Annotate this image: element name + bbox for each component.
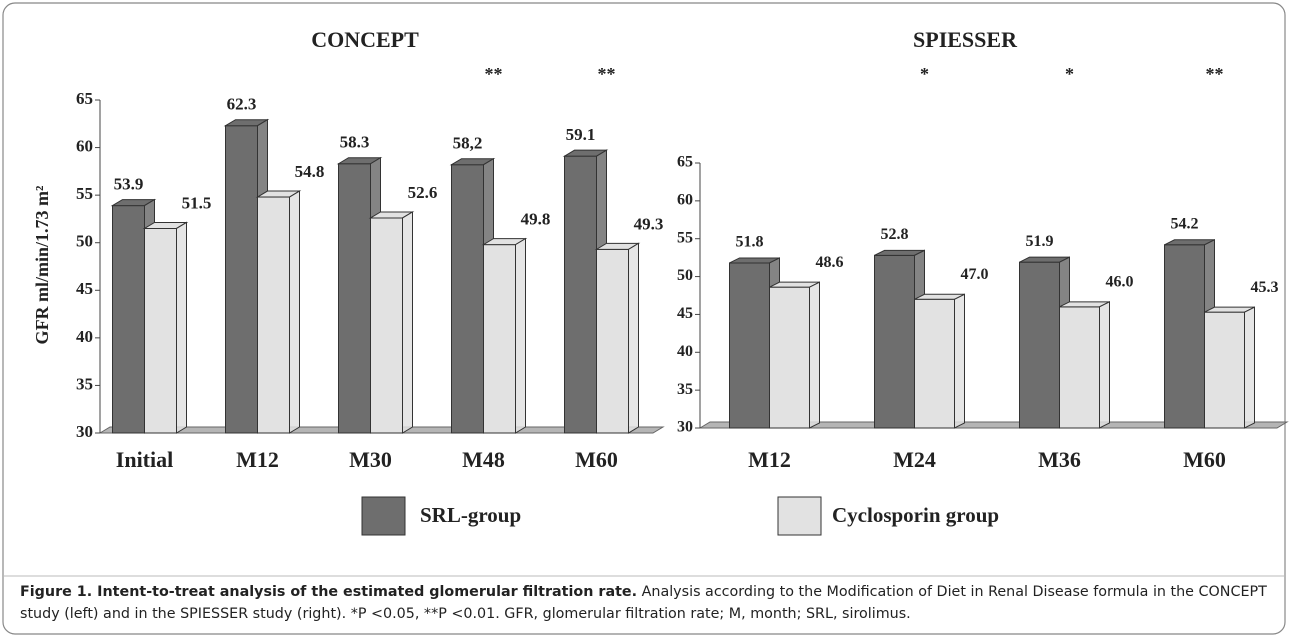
caption-title: Figure 1. Intent-to-treat analysis of th…: [20, 584, 638, 600]
legend-swatch: [361, 496, 406, 536]
value-label: 47.0: [961, 266, 989, 283]
value-label: 48.6: [816, 254, 844, 271]
legend-swatch: [777, 496, 822, 536]
chart-title: SPIESSER: [913, 27, 1018, 52]
y-tick-label: 30: [677, 419, 693, 436]
y-axis-label: GFR ml/min/1.73 m²: [32, 186, 52, 345]
significance: **: [1206, 64, 1224, 84]
bar: [769, 286, 810, 429]
bar: [914, 298, 955, 429]
legend-label: Cyclosporin group: [832, 503, 999, 527]
bar: [564, 155, 597, 434]
legend-label: SRL-group: [420, 503, 521, 527]
y-tick-label: 55: [76, 184, 93, 203]
bar: [874, 254, 915, 429]
bar-side: [176, 221, 187, 434]
x-tick-label: M12: [236, 447, 279, 472]
y-tick-label: 65: [76, 89, 93, 108]
bar: [338, 163, 371, 434]
value-label: 53.9: [114, 175, 144, 194]
y-tick-label: 35: [677, 381, 693, 398]
value-label: 52.6: [408, 183, 438, 202]
y-tick-label: 60: [677, 192, 693, 209]
x-tick-label: M36: [1038, 447, 1081, 472]
value-label: 51.5: [182, 193, 212, 212]
value-label: 58,2: [453, 134, 483, 153]
y-tick-label: 45: [76, 279, 93, 298]
bar: [370, 217, 403, 434]
bar: [144, 227, 177, 434]
bar-side: [1244, 306, 1255, 429]
y-tick-label: 65: [677, 154, 693, 171]
caption-text: Analysis according to the Modification o…: [20, 584, 1267, 622]
y-tick-label: 30: [76, 422, 93, 441]
value-label: 51.9: [1026, 233, 1054, 250]
value-label: 59.1: [566, 125, 596, 144]
bar-side: [289, 190, 300, 434]
x-tick-label: M60: [575, 447, 618, 472]
bar-side: [402, 211, 413, 434]
bar: [729, 262, 770, 429]
bar-side: [1099, 301, 1110, 429]
value-label: 58.3: [340, 133, 370, 152]
bar-side: [809, 281, 820, 429]
bar: [596, 248, 629, 434]
x-tick-label: Initial: [116, 447, 173, 472]
bar: [1019, 261, 1060, 429]
x-tick-label: M12: [748, 447, 791, 472]
significance: **: [598, 64, 616, 84]
y-tick-label: 40: [677, 343, 693, 360]
x-tick-label: M60: [1183, 447, 1226, 472]
y-tick-label: 40: [76, 327, 93, 346]
bar: [483, 244, 516, 434]
y-tick-label: 60: [76, 136, 93, 155]
y-tick-label: 35: [76, 374, 93, 393]
value-label: 54.8: [295, 162, 325, 181]
y-tick-label: 55: [677, 229, 693, 246]
y-tick-label: 50: [677, 267, 693, 284]
y-tick-label: 50: [76, 232, 93, 251]
value-label: 45.3: [1251, 279, 1279, 296]
value-label: 46.0: [1106, 274, 1134, 291]
bar: [1204, 311, 1245, 429]
x-tick-label: M48: [462, 447, 505, 472]
significance: *: [1065, 64, 1074, 84]
y-tick-label: 45: [677, 305, 693, 322]
bar-side: [515, 237, 526, 434]
caption: Figure 1. Intent-to-treat analysis of th…: [20, 581, 1270, 625]
bar-side: [628, 242, 639, 434]
chart-title: CONCEPT: [311, 27, 419, 52]
x-tick-label: M24: [893, 447, 936, 472]
bar: [1059, 306, 1100, 429]
value-label: 51.8: [736, 234, 764, 251]
x-tick-label: M30: [349, 447, 392, 472]
significance: *: [920, 64, 929, 84]
value-label: 49.3: [634, 214, 664, 233]
bar: [257, 196, 290, 434]
value-label: 49.8: [521, 210, 551, 229]
value-label: 54.2: [1171, 215, 1199, 232]
bar: [1164, 244, 1205, 429]
significance: **: [485, 64, 503, 84]
bar-side: [954, 293, 965, 429]
value-label: 52.8: [881, 226, 909, 243]
bar: [225, 125, 258, 434]
bar: [112, 205, 145, 434]
value-label: 62.3: [227, 95, 257, 114]
bar: [451, 164, 484, 434]
